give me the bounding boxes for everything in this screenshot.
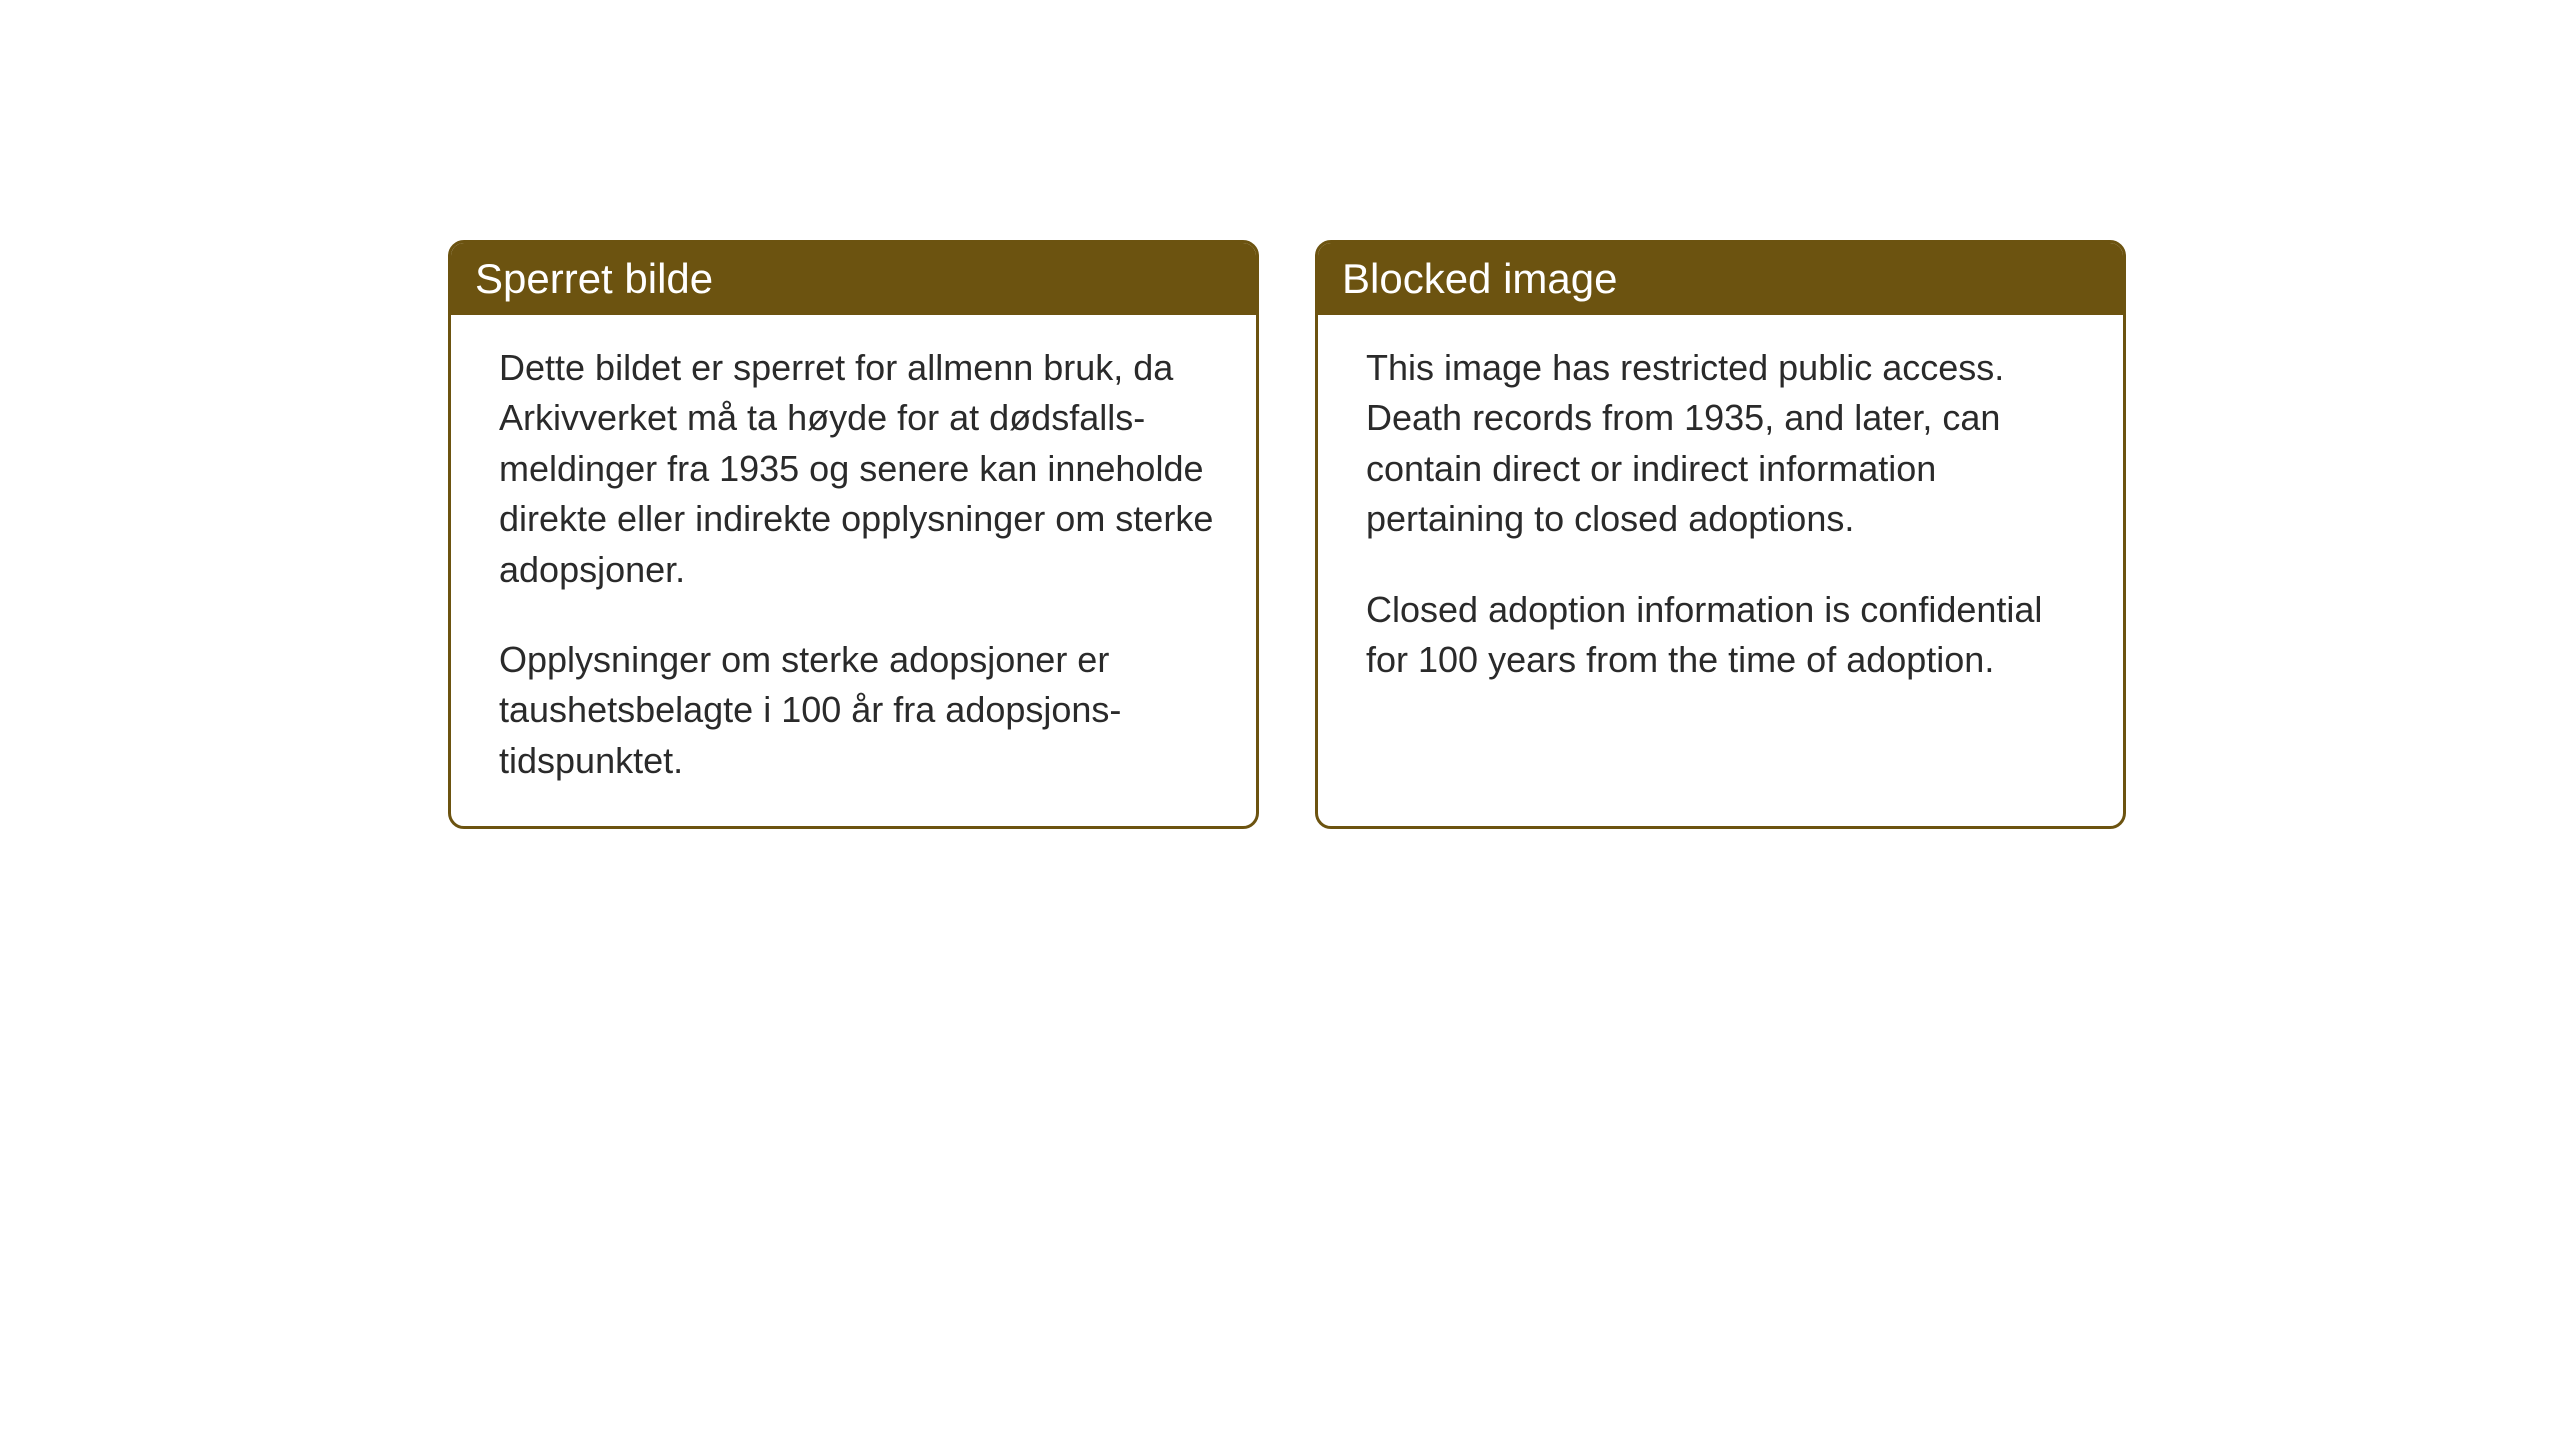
notice-card-english: Blocked image This image has restricted … (1315, 240, 2126, 829)
notice-header-norwegian: Sperret bilde (451, 243, 1256, 315)
notice-paragraph-1-norwegian: Dette bildet er sperret for allmenn bruk… (499, 343, 1216, 595)
notice-body-english: This image has restricted public access.… (1318, 315, 2123, 725)
notice-body-norwegian: Dette bildet er sperret for allmenn bruk… (451, 315, 1256, 826)
notice-paragraph-2-english: Closed adoption information is confident… (1366, 585, 2083, 686)
notice-card-norwegian: Sperret bilde Dette bildet er sperret fo… (448, 240, 1259, 829)
notice-paragraph-1-english: This image has restricted public access.… (1366, 343, 2083, 545)
notice-container: Sperret bilde Dette bildet er sperret fo… (448, 240, 2126, 829)
notice-paragraph-2-norwegian: Opplysninger om sterke adopsjoner er tau… (499, 635, 1216, 786)
notice-header-english: Blocked image (1318, 243, 2123, 315)
